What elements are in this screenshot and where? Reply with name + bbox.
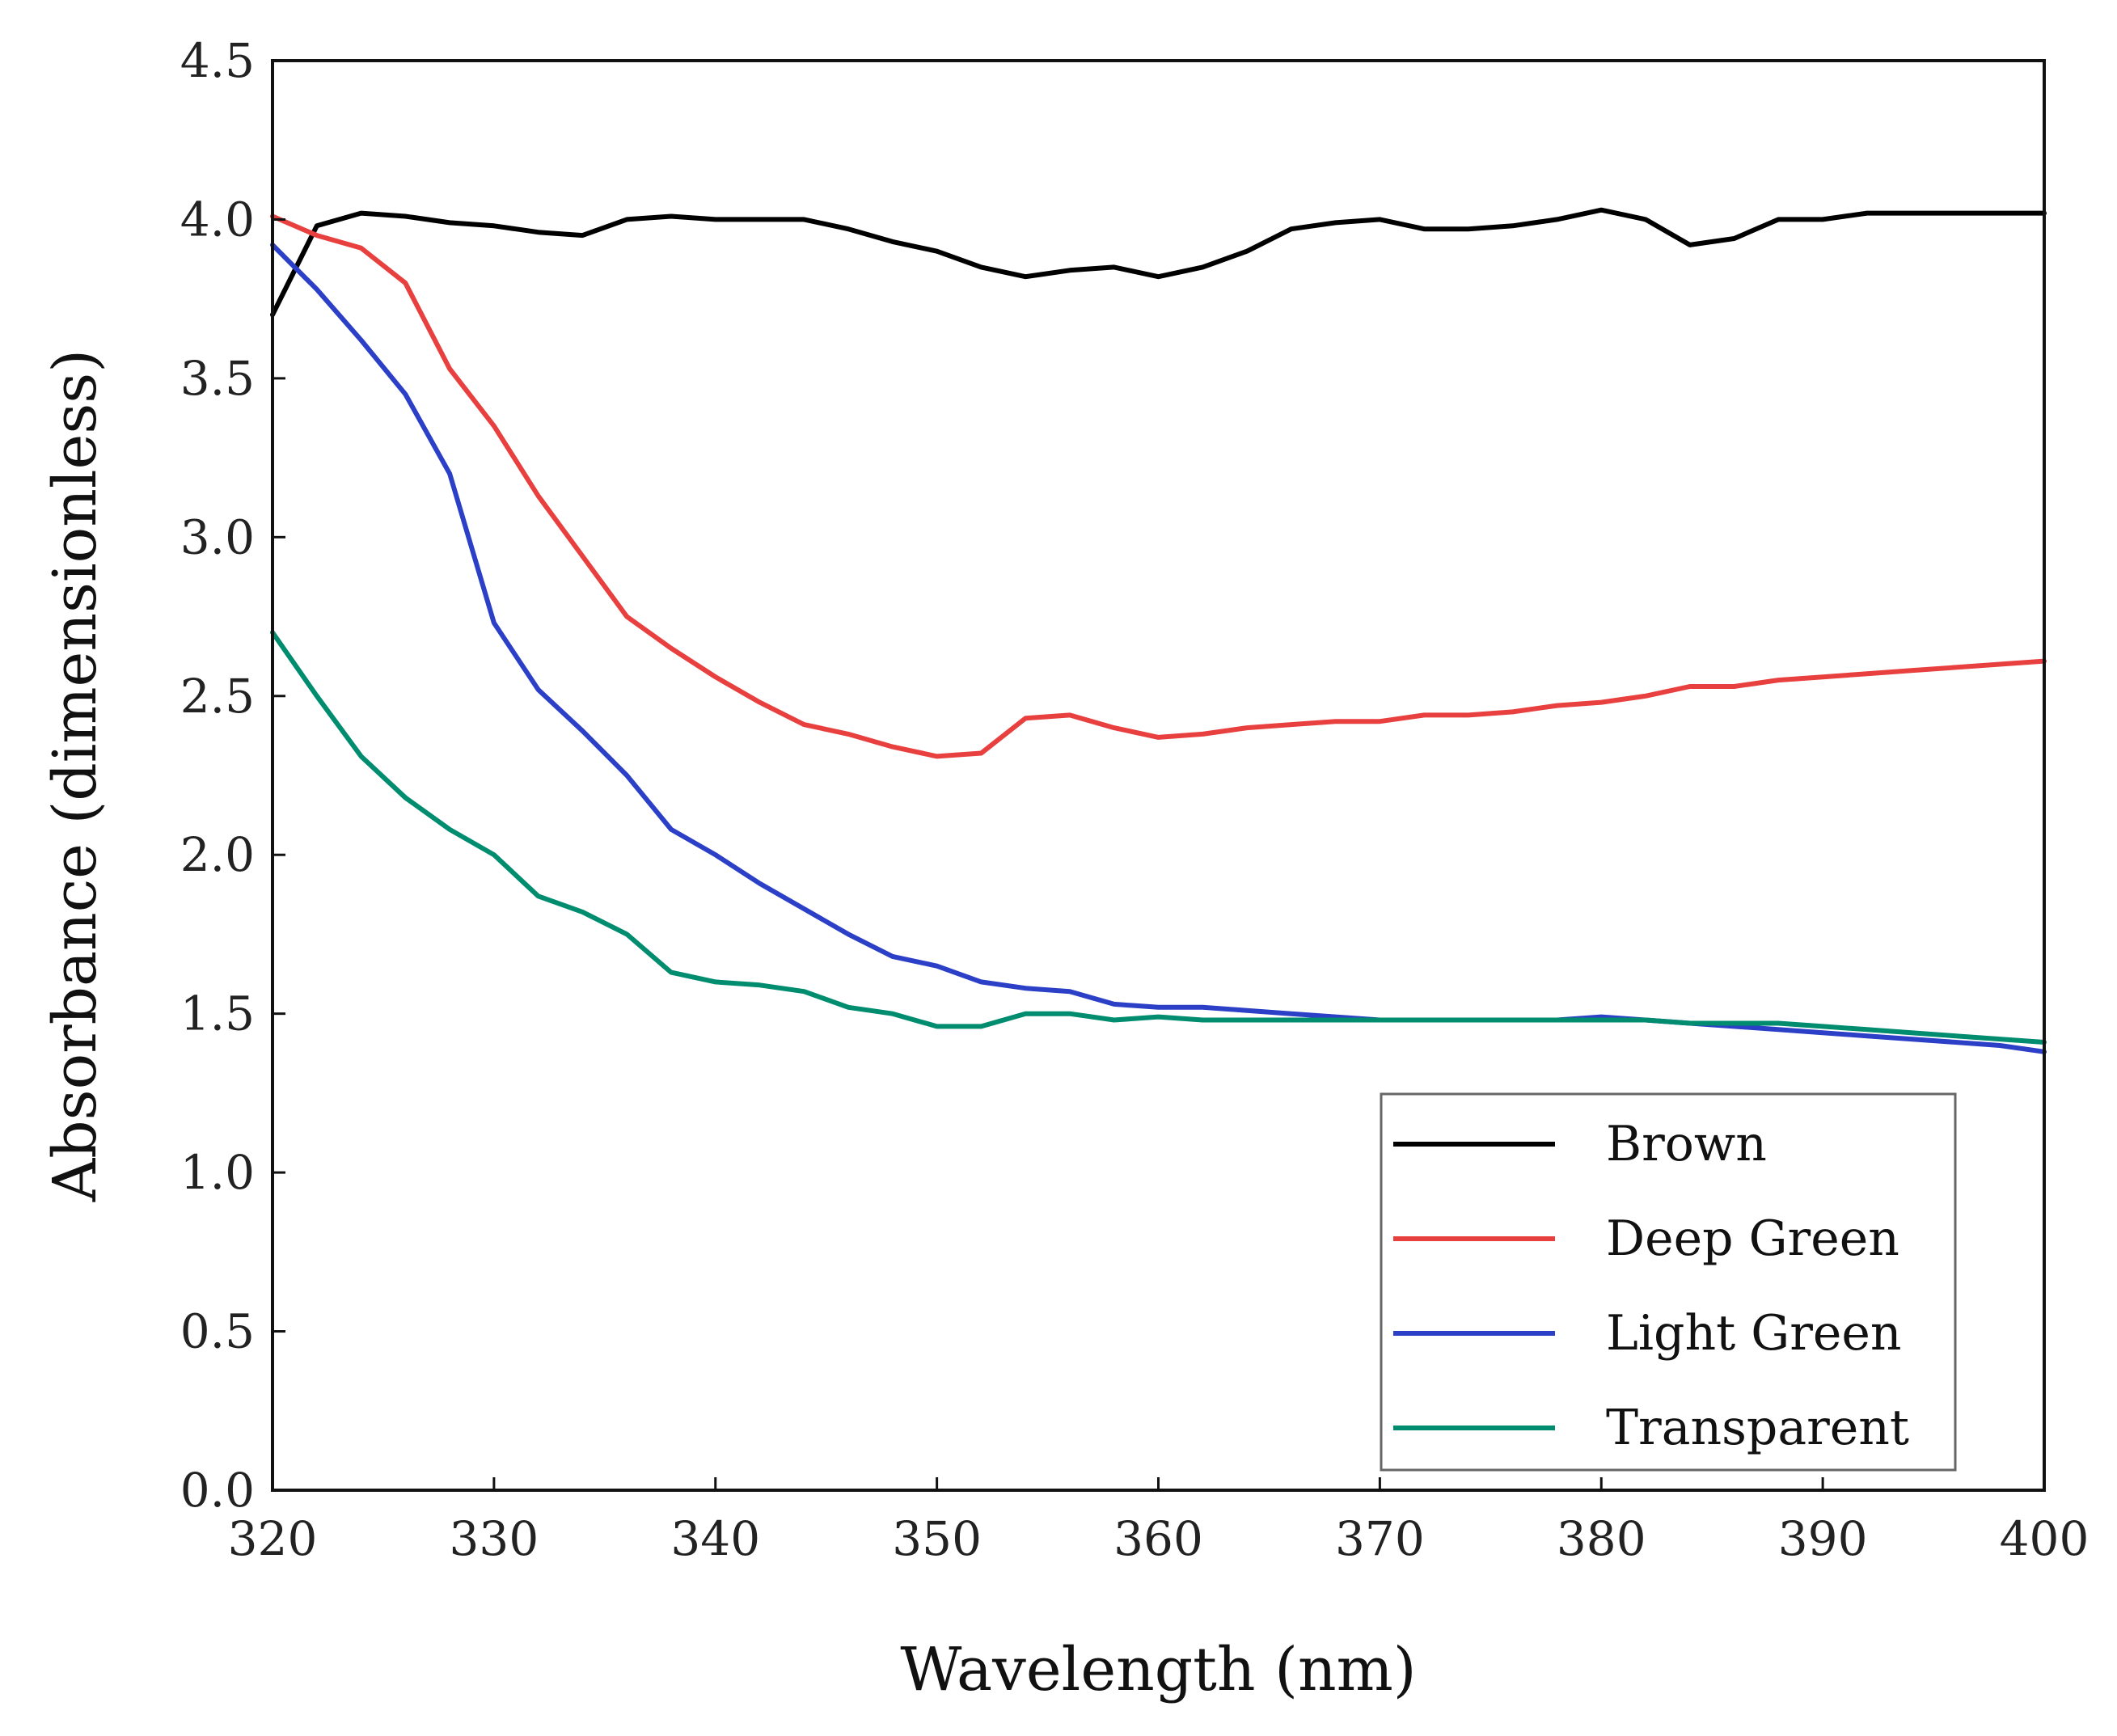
y-tick-label: 2.5 [180, 669, 255, 724]
y-tick-label: 0.0 [180, 1463, 255, 1518]
x-tick-label: 380 [1557, 1511, 1646, 1566]
x-tick-label: 320 [228, 1511, 318, 1566]
x-axis-title: Wavelength (nm) [900, 1635, 1416, 1704]
y-tick-label: 1.0 [180, 1145, 255, 1200]
x-tick-label: 390 [1778, 1511, 1868, 1566]
series-line-light-green [270, 242, 2047, 1054]
y-tick-label: 2.0 [180, 827, 255, 882]
x-tick-label: 340 [670, 1511, 760, 1566]
x-tick-label: 350 [892, 1511, 982, 1566]
x-tick-label: 370 [1335, 1511, 1425, 1566]
legend-box [1380, 1092, 1957, 1472]
x-tick-label: 330 [450, 1511, 539, 1566]
series-line-deep-green [270, 213, 2047, 759]
y-tick-label: 1.5 [180, 986, 255, 1041]
axis-ticks: 320 330 340 350 360 370 380 390 400 0.0 0.5 1.0 1.5 2… [180, 33, 2090, 1566]
y-tick-label: 3.0 [180, 509, 255, 564]
series-line-brown [270, 207, 2047, 318]
legend-label-deep-green: Deep Green [1606, 1210, 1899, 1267]
y-tick-label: 4.5 [180, 33, 255, 88]
x-tick-label: 360 [1113, 1511, 1203, 1566]
x-tick-label: 400 [2000, 1511, 2090, 1566]
series-line-transparent [270, 630, 2047, 1045]
legend: Brown Deep Green Light Green Transparent [1380, 1092, 1957, 1472]
legend-label-light-green: Light Green [1606, 1305, 1902, 1362]
y-tick-label: 0.5 [180, 1304, 255, 1359]
y-tick-label: 3.5 [180, 351, 255, 406]
legend-label-brown: Brown [1606, 1116, 1767, 1172]
series-layer [270, 207, 2047, 1054]
y-tick-label: 4.0 [180, 192, 255, 247]
y-axis-title: Absorbance (dimensionless) [40, 349, 110, 1202]
legend-label-transparent: Transparent [1606, 1400, 1909, 1456]
